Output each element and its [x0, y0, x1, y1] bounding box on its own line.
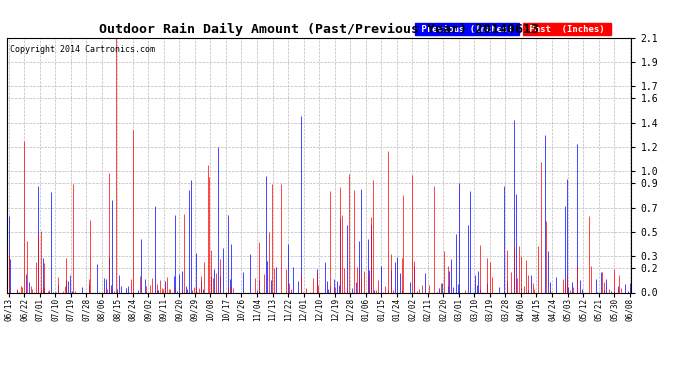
Text: Copyright 2014 Cartronics.com: Copyright 2014 Cartronics.com	[10, 45, 155, 54]
Text: Past  (Inches): Past (Inches)	[524, 25, 610, 34]
Title: Outdoor Rain Daily Amount (Past/Previous Year) 20140613: Outdoor Rain Daily Amount (Past/Previous…	[99, 23, 539, 36]
Text: Previous (Inches): Previous (Inches)	[416, 25, 518, 34]
